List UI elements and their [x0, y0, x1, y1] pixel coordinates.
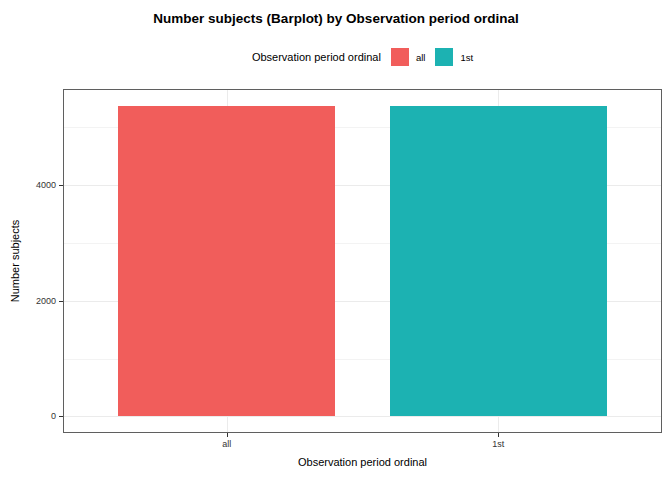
x-axis-tick — [498, 433, 499, 437]
legend-label-1st: 1st — [460, 52, 473, 63]
legend: Observation period ordinal all 1st — [63, 47, 662, 67]
plot-panel — [63, 89, 662, 433]
x-tick-label: all — [197, 439, 257, 449]
bar-all — [118, 106, 335, 417]
y-axis-tick — [59, 416, 63, 417]
y-axis-tick — [59, 185, 63, 186]
x-axis-title: Observation period ordinal — [63, 455, 662, 469]
x-tick-label: 1st — [468, 439, 528, 449]
legend-key-all — [391, 48, 409, 66]
bar-1st — [390, 106, 607, 417]
y-tick-label: 4000 — [0, 180, 56, 190]
bar-chart-figure: Number subjects (Barplot) by Observation… — [0, 0, 672, 480]
y-tick-label: 0 — [0, 411, 56, 421]
legend-key-1st — [435, 48, 453, 66]
y-axis-tick — [59, 301, 63, 302]
chart-title: Number subjects (Barplot) by Observation… — [0, 11, 672, 26]
legend-label-all: all — [416, 52, 426, 63]
y-axis-title: Number subjects — [9, 220, 21, 303]
x-axis-tick — [227, 433, 228, 437]
y-major-gridline — [64, 416, 661, 417]
legend-title: Observation period ordinal — [252, 51, 381, 63]
